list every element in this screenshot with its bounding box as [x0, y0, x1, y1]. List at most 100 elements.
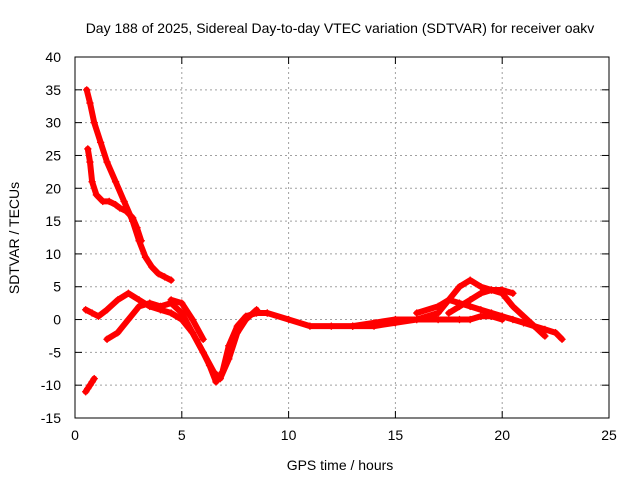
data-point: [466, 302, 474, 311]
data-point: [156, 302, 165, 311]
chart-title: Day 188 of 2025, Sidereal Day-to-day VTE…: [86, 20, 595, 36]
data-point: [455, 315, 464, 324]
data-point: [113, 296, 122, 304]
data-point: [103, 335, 111, 343]
data-point: [133, 223, 141, 232]
series-trace: [168, 296, 207, 343]
data-point: [199, 335, 207, 343]
y-tick-label: 10: [45, 246, 61, 262]
x-tick-label: 5: [178, 427, 186, 443]
data-point: [210, 368, 218, 376]
data-point: [167, 296, 175, 304]
y-tick-label: 15: [45, 213, 61, 229]
data-point: [434, 302, 442, 311]
data-point: [90, 118, 98, 127]
data-series: [81, 86, 566, 396]
data-point: [212, 378, 220, 386]
data-point: [551, 328, 560, 337]
data-point: [348, 322, 357, 330]
data-point: [84, 145, 92, 153]
data-point: [466, 276, 474, 284]
data-point: [135, 302, 143, 311]
data-point: [434, 315, 442, 324]
data-point: [81, 305, 90, 314]
data-point: [519, 319, 528, 327]
data-point: [391, 315, 400, 324]
y-tick-label: 20: [45, 180, 61, 196]
y-tick-label: -15: [41, 410, 61, 426]
data-point: [413, 315, 421, 324]
x-axis-label: GPS time / hours: [287, 457, 394, 473]
data-point: [487, 286, 496, 294]
series-trace: [264, 277, 516, 330]
data-point: [477, 305, 485, 314]
data-point: [541, 332, 549, 340]
x-tick-label: 10: [281, 427, 297, 443]
data-point: [370, 319, 378, 327]
data-point: [137, 237, 145, 245]
data-point: [233, 328, 242, 337]
y-tick-label: -10: [41, 377, 61, 393]
y-tick-label: 35: [45, 82, 61, 98]
data-point: [498, 315, 506, 324]
data-point: [146, 299, 154, 307]
data-point: [128, 214, 137, 222]
data-point: [124, 315, 133, 324]
data-point: [558, 335, 566, 343]
y-tick-label: 30: [45, 115, 61, 131]
data-point: [434, 309, 442, 317]
data-point: [103, 305, 111, 314]
y-tick-label: 5: [53, 279, 61, 295]
data-point: [509, 302, 517, 311]
y-axis-label: SDTVAR / TECUs: [6, 182, 22, 294]
data-point: [327, 322, 336, 330]
data-point: [135, 296, 143, 304]
data-point: [263, 309, 271, 317]
data-point: [466, 315, 474, 324]
series-arc-3-low: [81, 374, 98, 396]
x-tick-label: 25: [601, 427, 617, 443]
data-point: [188, 315, 197, 324]
series-arc-10: [348, 312, 506, 330]
data-point: [225, 355, 233, 363]
data-point: [199, 348, 207, 357]
series-trace: [349, 313, 506, 330]
data-point: [455, 302, 464, 311]
data-point: [86, 158, 94, 166]
data-point: [94, 312, 103, 321]
data-point: [111, 177, 120, 186]
data-point: [116, 204, 124, 212]
data-point: [413, 309, 421, 317]
data-point: [154, 269, 163, 278]
data-point: [188, 328, 197, 337]
data-point: [148, 263, 156, 271]
data-point: [252, 305, 261, 314]
series-arc-5: [103, 299, 261, 383]
data-point: [509, 289, 517, 298]
data-point: [445, 309, 453, 317]
data-point: [90, 374, 98, 383]
y-tick-label: -5: [49, 344, 62, 360]
series-arc-9: [445, 286, 549, 340]
data-point: [477, 282, 485, 291]
data-point: [99, 197, 107, 206]
data-point: [178, 309, 186, 317]
data-point: [82, 86, 91, 94]
data-point: [530, 322, 538, 330]
data-point: [88, 309, 96, 317]
data-point: [124, 289, 133, 298]
data-point: [477, 289, 485, 298]
data-point: [445, 296, 453, 304]
data-point: [86, 99, 94, 107]
plot-frame: [74, 56, 610, 419]
x-tick-label: 15: [388, 427, 404, 443]
data-point: [519, 312, 528, 321]
data-point: [113, 328, 122, 337]
y-tick-label: 25: [45, 147, 61, 163]
data-point: [477, 312, 485, 321]
data-point: [160, 273, 169, 281]
data-point: [509, 315, 517, 324]
series-arc-6: [167, 296, 207, 343]
data-point: [88, 177, 96, 186]
